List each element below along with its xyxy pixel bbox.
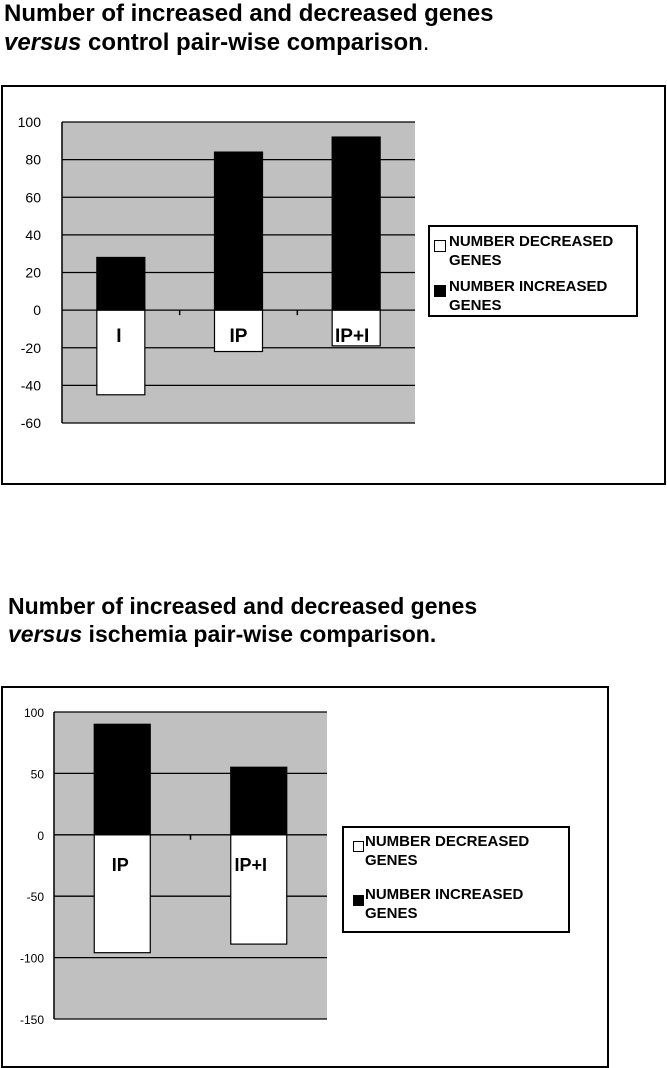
chart-2-legend-swatch-increased [353,895,364,906]
category-label: IP+I [234,855,267,875]
bar-decreased [96,309,146,396]
chart-2-legend-swatch-decreased [353,841,364,852]
chart-2-legend-label-increased: NUMBER INCREASED GENES [365,886,524,922]
chart-2-legend-label-decreased: NUMBER DECREASED GENES [365,833,530,869]
category-label: IP [112,855,129,875]
y-tick-label: 0 [37,829,44,843]
y-tick-label: 100 [18,114,42,130]
chart-2-title: Number of increased and decreased genes … [8,593,477,648]
bar-decreased [331,309,381,347]
bar-decreased [93,834,151,954]
bar-increased [93,723,151,836]
y-tick-label: 40 [25,227,41,243]
y-tick-label: 20 [25,265,41,281]
chart-1-legend: NUMBER DECREASED GENES NUMBER INCREASED … [428,225,638,317]
y-tick-label: 60 [25,189,41,205]
chart-1: 100 80 60 40 20 0 -20 -40 -60 I IP IP+I [18,114,415,431]
chart-2-title-versus: versus [8,620,83,647]
chart-1-title-line2: versus control pair-wise comparison. [4,29,494,58]
bar-increased [331,136,381,311]
chart-2-title-line2: versus ischemia pair-wise comparison. [8,621,477,649]
chart-1-legend-label-decreased: NUMBER DECREASED GENES [449,233,614,269]
category-label: I [116,326,121,347]
chart-2-title-line1: Number of increased and decreased genes [8,593,478,619]
chart-1-title-line1: Number of increased and decreased genes [4,0,494,27]
chart-1-legend-swatch-increased [434,285,446,297]
bar-increased [96,256,146,311]
category-label: IP [230,326,248,347]
chart-1-legend-label-increased: NUMBER INCREASED GENES [449,278,608,314]
bar-increased [213,151,264,311]
y-tick-label: -50 [27,890,45,904]
y-tick-label: 0 [33,302,41,318]
chart-2-legend: NUMBER DECREASED GENES NUMBER INCREASED … [342,826,570,933]
y-tick-label: 50 [31,767,45,781]
bar-increased [230,766,288,836]
chart-1-title: Number of increased and decreased genes … [4,0,494,58]
category-label: IP+I [335,326,369,347]
bar-decreased [213,309,264,353]
chart-1-title-rest: control pair-wise comparison [81,28,423,56]
y-tick-label: -20 [21,340,41,356]
y-tick-label: -150 [20,1013,44,1027]
y-tick-label: -60 [21,415,41,431]
y-tick-label: -40 [21,377,41,393]
y-tick-label: 80 [25,152,41,168]
y-tick-label: 100 [24,706,44,720]
chart-1-legend-swatch-decreased [434,240,446,252]
chart-1-title-period: . [422,28,430,56]
chart-2-title-rest: ischemia pair-wise comparison. [82,620,437,647]
bar-decreased [230,834,288,945]
chart-1-title-versus: versus [4,28,82,56]
y-tick-label: -100 [20,952,44,966]
